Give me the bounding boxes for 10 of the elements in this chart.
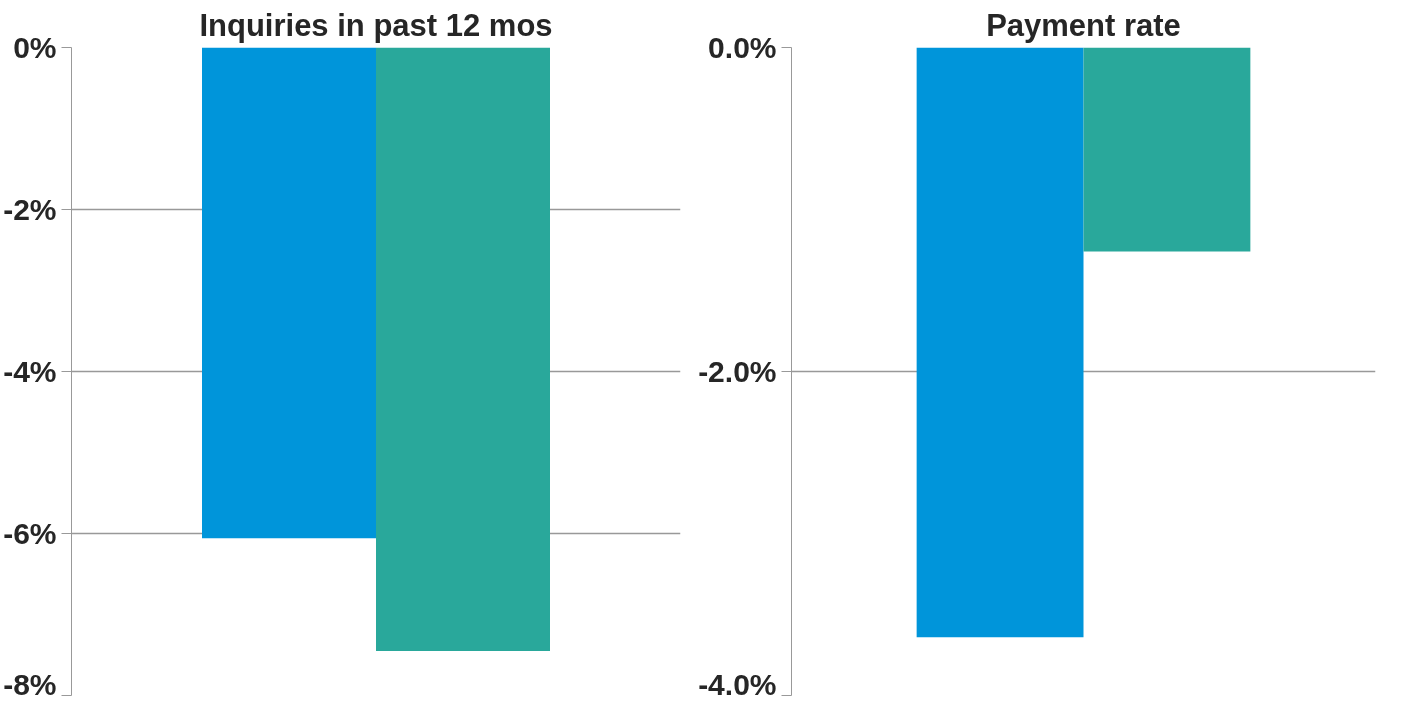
y-tick-label: -4.0%	[698, 667, 777, 701]
y-tick-label: 0.0%	[708, 31, 777, 64]
chart-title: Inquiries in past 12 mos	[199, 7, 553, 43]
y-tick-label: -2.0%	[698, 355, 777, 388]
chart-title: Payment rate	[986, 7, 1181, 43]
y-tick-label: 0%	[13, 31, 57, 64]
y-tick-label: -6%	[3, 517, 57, 550]
y-tick-label: -4%	[3, 355, 57, 388]
y-tick-label: -2%	[3, 193, 57, 226]
y-tick-label: -8%	[3, 667, 57, 701]
